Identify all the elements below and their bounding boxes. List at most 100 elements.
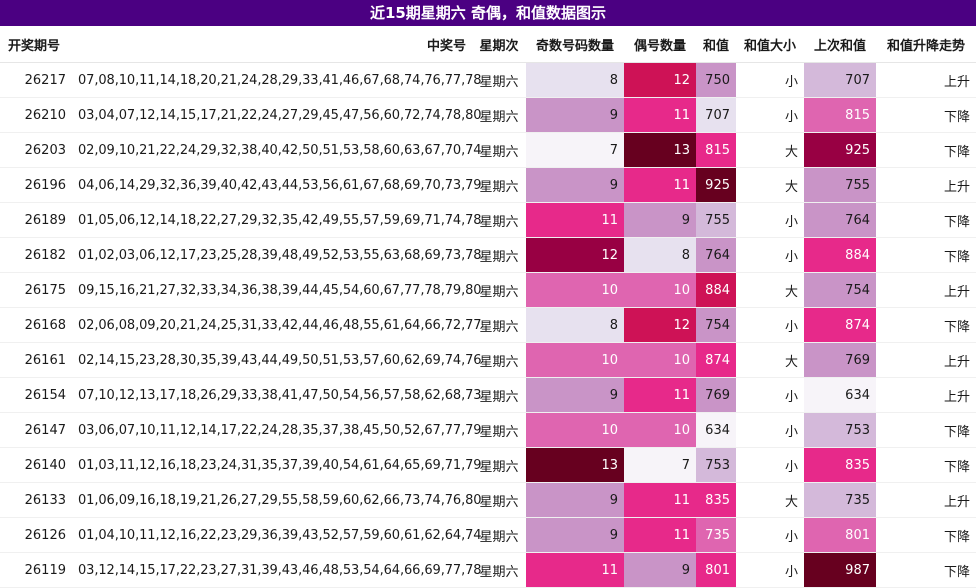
- col-header-size: 和值大小: [736, 26, 804, 63]
- cell-numbers: 07,10,12,13,17,18,26,29,33,38,41,47,50,5…: [72, 377, 482, 413]
- cell-prev-sum: 753: [804, 412, 876, 448]
- cell-prev-sum: 835: [804, 447, 876, 483]
- cell-weekday: 星期六: [472, 167, 526, 203]
- table-row: 26133 01,06,09,16,18,19,21,26,27,29,55,58…: [0, 482, 976, 518]
- cell-odd: 12: [526, 237, 624, 273]
- cell-issue: 26217: [0, 62, 72, 98]
- cell-weekday: 星期六: [472, 412, 526, 448]
- cell-weekday: 星期六: [472, 272, 526, 308]
- col-header-numbers: 中奖号: [72, 26, 472, 63]
- cell-size: 小: [736, 517, 804, 553]
- cell-even: 8: [624, 237, 696, 273]
- cell-issue: 26182: [0, 237, 72, 273]
- cell-size: 大: [736, 272, 804, 308]
- cell-weekday: 星期六: [472, 307, 526, 343]
- cell-issue: 26210: [0, 97, 72, 133]
- cell-sum: 884: [696, 272, 736, 308]
- cell-sum: 753: [696, 447, 736, 483]
- cell-numbers: 01,06,09,16,18,19,21,26,27,29,55,58,59,6…: [72, 482, 482, 518]
- cell-issue: 26203: [0, 132, 72, 168]
- cell-even: 10: [624, 272, 696, 308]
- cell-size: 大: [736, 167, 804, 203]
- cell-prev-sum: 755: [804, 167, 876, 203]
- cell-odd: 9: [526, 377, 624, 413]
- table-row: 26140 01,03,11,12,16,18,23,24,31,35,37,39…: [0, 447, 976, 483]
- cell-odd: 8: [526, 307, 624, 343]
- cell-issue: 26189: [0, 202, 72, 238]
- cell-trend: 上升: [876, 342, 976, 378]
- cell-sum: 755: [696, 202, 736, 238]
- cell-odd: 13: [526, 447, 624, 483]
- cell-odd: 11: [526, 552, 624, 588]
- table-row: 26217 07,08,10,11,14,18,20,21,24,28,29,33…: [0, 62, 976, 98]
- cell-issue: 26196: [0, 167, 72, 203]
- cell-odd: 10: [526, 272, 624, 308]
- cell-odd: 10: [526, 342, 624, 378]
- cell-weekday: 星期六: [472, 377, 526, 413]
- cell-numbers: 02,06,08,09,20,21,24,25,31,33,42,44,46,4…: [72, 307, 482, 343]
- cell-trend: 下降: [876, 307, 976, 343]
- cell-even: 13: [624, 132, 696, 168]
- cell-weekday: 星期六: [472, 517, 526, 553]
- cell-prev-sum: 801: [804, 517, 876, 553]
- cell-sum: 835: [696, 482, 736, 518]
- cell-trend: 上升: [876, 62, 976, 98]
- cell-size: 小: [736, 447, 804, 483]
- cell-issue: 26147: [0, 412, 72, 448]
- cell-sum: 769: [696, 377, 736, 413]
- cell-trend: 下降: [876, 237, 976, 273]
- cell-issue: 26140: [0, 447, 72, 483]
- cell-prev-sum: 707: [804, 62, 876, 98]
- table-title: 近15期星期六 奇偶，和值数据图示: [0, 0, 976, 26]
- cell-even: 10: [624, 342, 696, 378]
- cell-weekday: 星期六: [472, 97, 526, 133]
- cell-odd: 8: [526, 62, 624, 98]
- cell-prev-sum: 754: [804, 272, 876, 308]
- cell-odd: 10: [526, 412, 624, 448]
- cell-sum: 925: [696, 167, 736, 203]
- cell-odd: 9: [526, 517, 624, 553]
- cell-weekday: 星期六: [472, 552, 526, 588]
- cell-odd: 9: [526, 97, 624, 133]
- cell-prev-sum: 634: [804, 377, 876, 413]
- cell-trend: 下降: [876, 517, 976, 553]
- cell-even: 11: [624, 97, 696, 133]
- col-header-odd: 奇数号码数量: [526, 26, 624, 63]
- cell-issue: 26133: [0, 482, 72, 518]
- cell-prev-sum: 925: [804, 132, 876, 168]
- cell-odd: 7: [526, 132, 624, 168]
- cell-issue: 26154: [0, 377, 72, 413]
- cell-numbers: 09,15,16,21,27,32,33,34,36,38,39,44,45,5…: [72, 272, 482, 308]
- cell-issue: 26175: [0, 272, 72, 308]
- cell-numbers: 02,09,10,21,22,24,29,32,38,40,42,50,51,5…: [72, 132, 482, 168]
- cell-prev-sum: 884: [804, 237, 876, 273]
- cell-sum: 707: [696, 97, 736, 133]
- cell-trend: 下降: [876, 412, 976, 448]
- table-row: 26210 03,04,07,12,14,15,17,21,22,24,27,29…: [0, 97, 976, 133]
- table-row: 26203 02,09,10,21,22,24,29,32,38,40,42,50…: [0, 132, 976, 168]
- cell-trend: 上升: [876, 167, 976, 203]
- cell-weekday: 星期六: [472, 342, 526, 378]
- cell-size: 大: [736, 342, 804, 378]
- cell-even: 12: [624, 62, 696, 98]
- cell-weekday: 星期六: [472, 62, 526, 98]
- cell-prev-sum: 769: [804, 342, 876, 378]
- cell-numbers: 03,12,14,15,17,22,23,27,31,39,43,46,48,5…: [72, 552, 482, 588]
- cell-odd: 11: [526, 202, 624, 238]
- cell-even: 10: [624, 412, 696, 448]
- cell-sum: 750: [696, 62, 736, 98]
- cell-even: 11: [624, 482, 696, 518]
- cell-trend: 下降: [876, 552, 976, 588]
- cell-sum: 634: [696, 412, 736, 448]
- cell-size: 大: [736, 132, 804, 168]
- cell-prev-sum: 874: [804, 307, 876, 343]
- cell-issue: 26161: [0, 342, 72, 378]
- cell-sum: 815: [696, 132, 736, 168]
- cell-weekday: 星期六: [472, 237, 526, 273]
- table-row: 26168 02,06,08,09,20,21,24,25,31,33,42,44…: [0, 307, 976, 343]
- cell-trend: 上升: [876, 377, 976, 413]
- cell-even: 9: [624, 552, 696, 588]
- cell-prev-sum: 987: [804, 552, 876, 588]
- cell-prev-sum: 815: [804, 97, 876, 133]
- col-header-weekday: 星期次: [472, 26, 526, 63]
